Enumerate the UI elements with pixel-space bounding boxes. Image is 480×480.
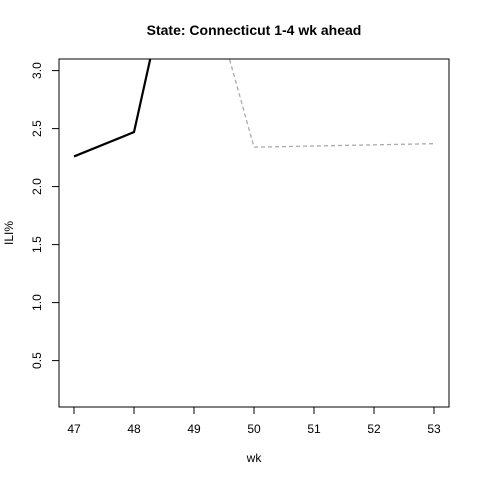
- plot-frame: [58, 58, 450, 408]
- series-layer: [73, 59, 435, 158]
- y-tick-label: 2.0: [30, 178, 44, 195]
- x-tick-label: 53: [427, 422, 441, 436]
- x-tick-label: 52: [367, 422, 381, 436]
- x-tick-label: 48: [127, 422, 141, 436]
- x-tick-label: 49: [187, 422, 201, 436]
- forecast-series-line: [228, 59, 435, 148]
- x-tick-label: 50: [247, 422, 261, 436]
- y-tick-label: 0.5: [30, 352, 44, 369]
- y-tick-label: 1.5: [30, 236, 44, 253]
- x-axis-label: wk: [246, 451, 263, 465]
- x-tick-label: 51: [307, 422, 321, 436]
- observed-series-line: [73, 59, 152, 158]
- x-axis: 47 48 49 50 51 52 53: [67, 406, 441, 436]
- y-axis: 0.5 1.0 1.5 2.0 2.5 3.0: [30, 62, 60, 369]
- y-axis-label: ILI%: [2, 221, 16, 245]
- y-tick-label: 2.5: [30, 120, 44, 137]
- y-tick-label: 3.0: [30, 62, 44, 79]
- x-tick-label: 47: [67, 422, 81, 436]
- y-tick-label: 1.0: [30, 294, 44, 311]
- chart-title: State: Connecticut 1-4 wk ahead: [147, 22, 362, 38]
